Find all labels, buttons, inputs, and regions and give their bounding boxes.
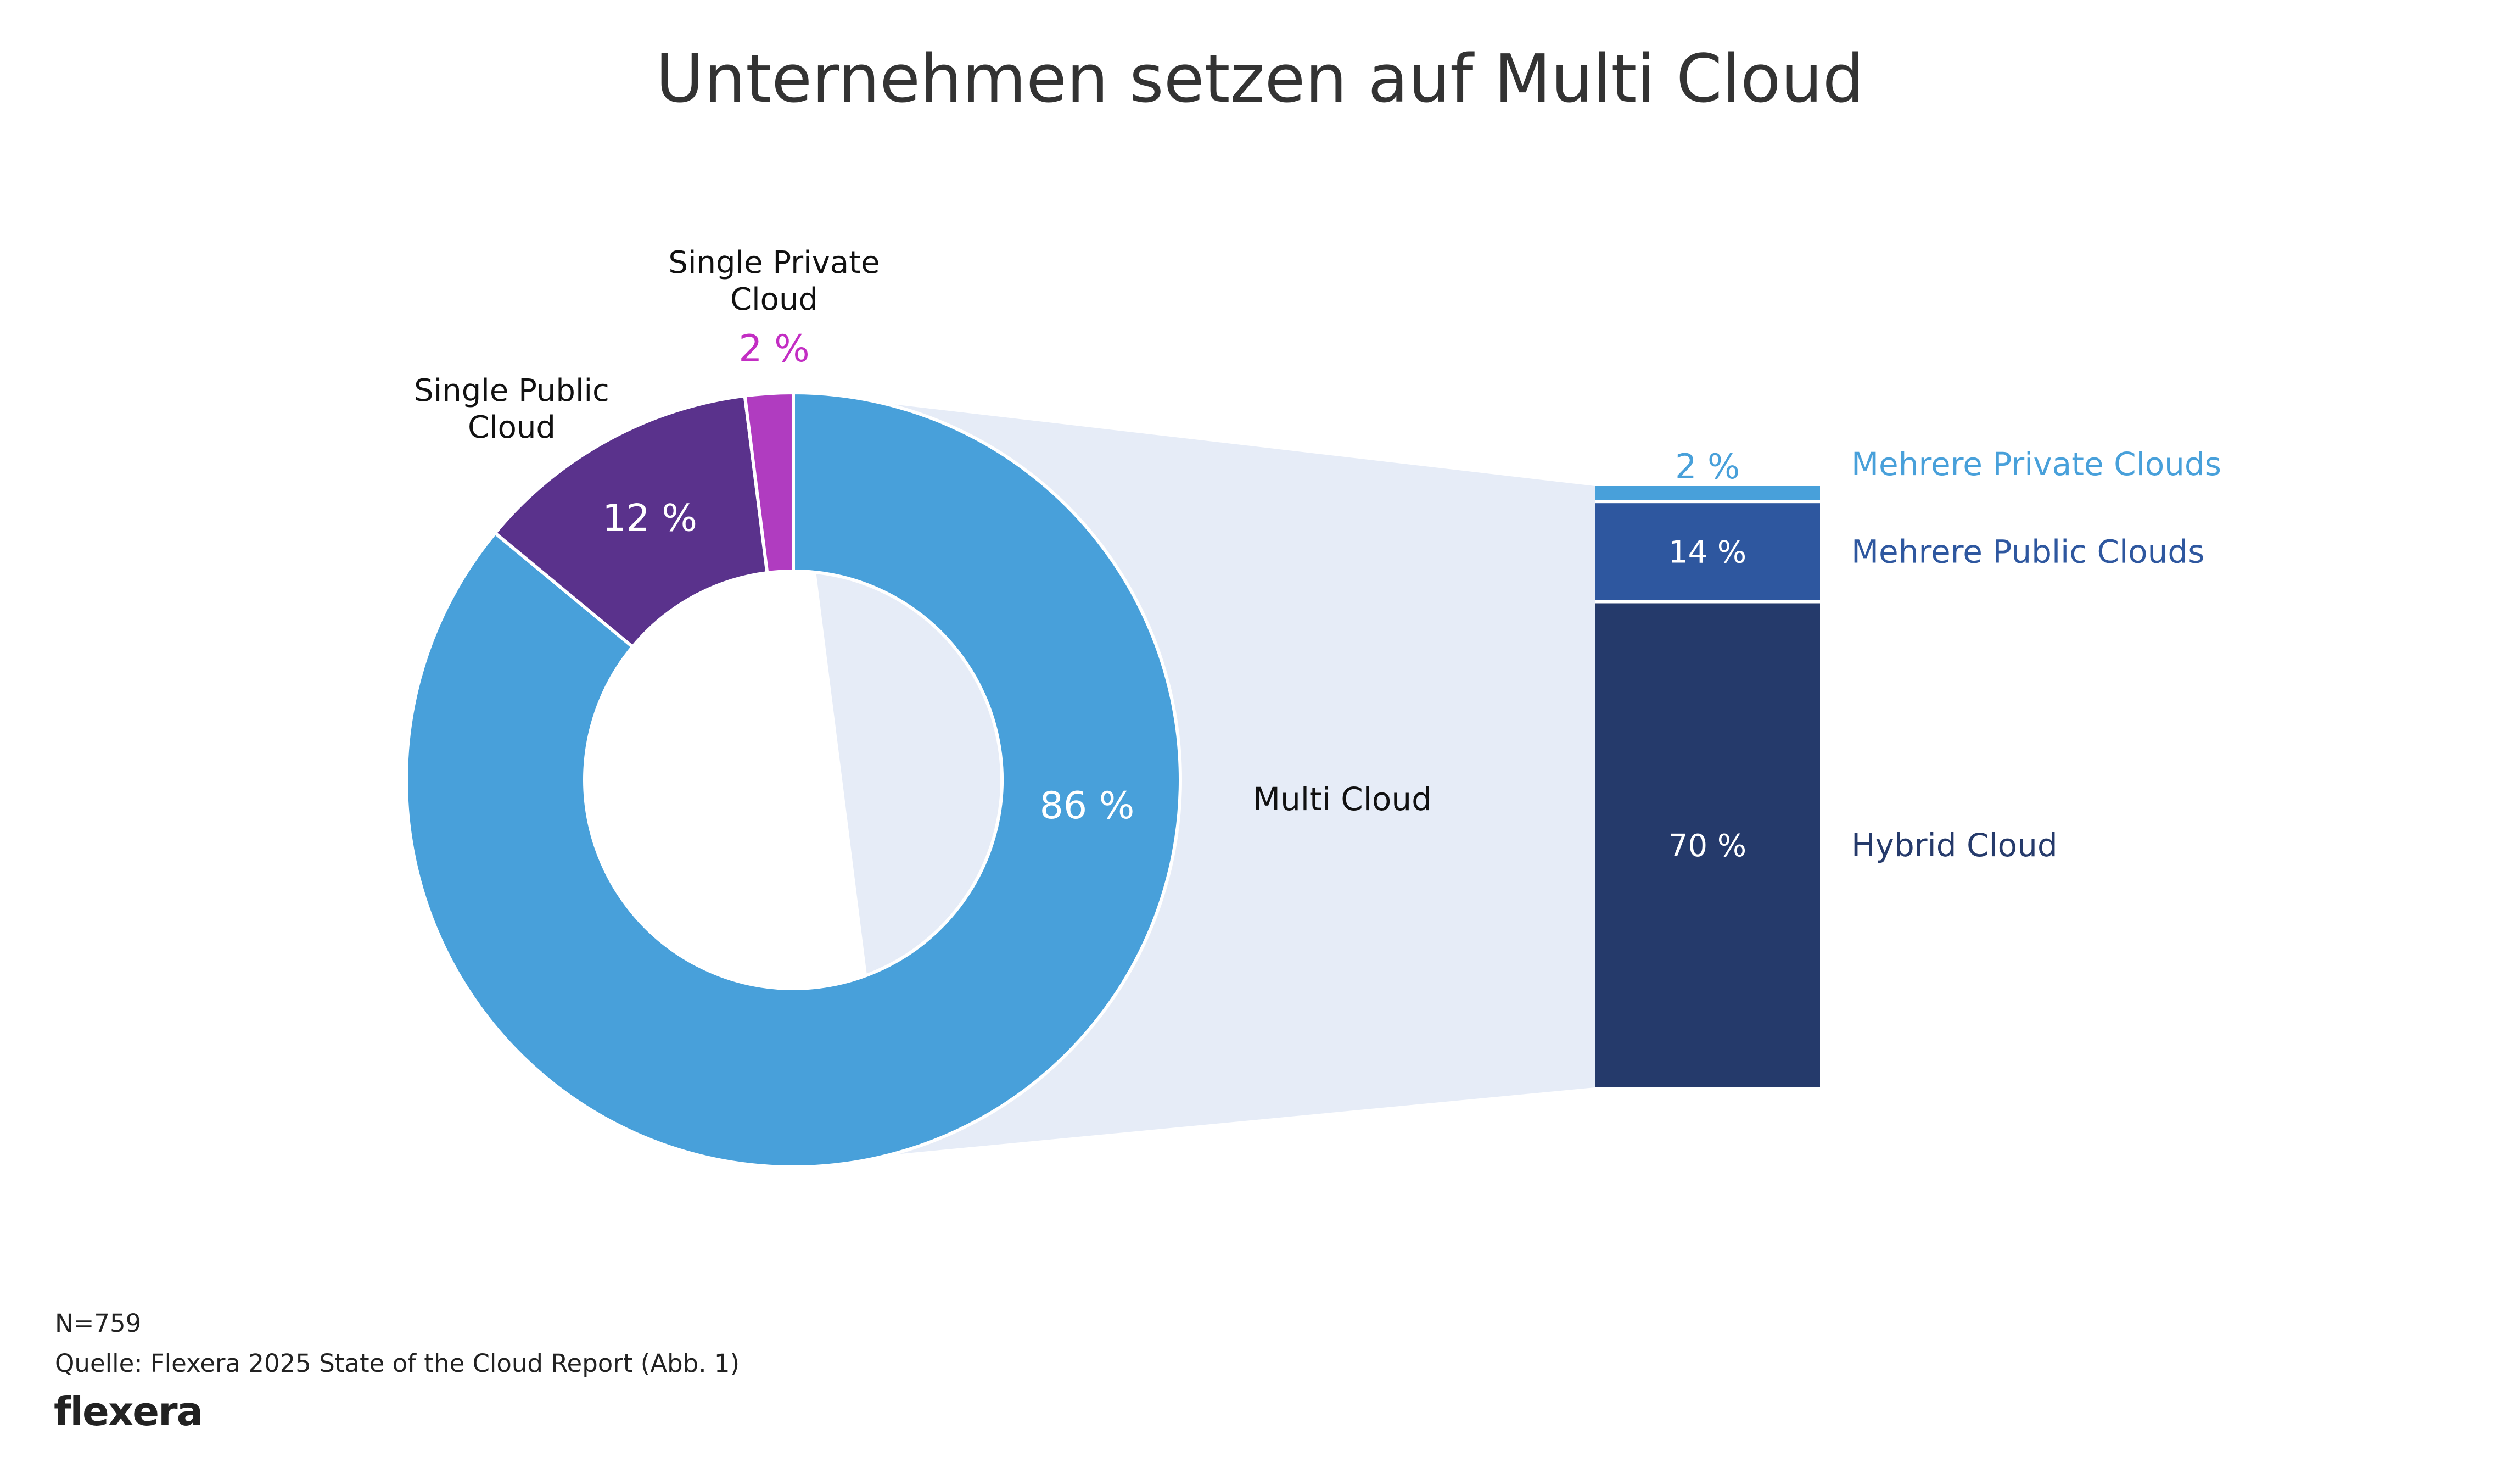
bar-segment-mehrere-public-clouds bbox=[1595, 503, 1820, 600]
label-single-private-cloud-line1: Single Private bbox=[668, 245, 880, 281]
bar-segment-hybrid-cloud bbox=[1595, 603, 1820, 1087]
slice-single-public-cloud bbox=[492, 394, 769, 650]
slice-single-private-cloud bbox=[743, 390, 795, 575]
footer-source: Quelle: Flexera 2025 State of the Cloud … bbox=[55, 1349, 740, 1378]
flexera-logo: flexera bbox=[54, 1388, 202, 1434]
bar-value-mehrere-public-clouds: 14 % bbox=[1668, 534, 1746, 570]
slice-multi-cloud bbox=[405, 390, 1182, 1169]
footer-sample: N=759 bbox=[55, 1309, 141, 1338]
label-single-public-cloud-line2: Cloud bbox=[468, 410, 556, 445]
bar-value-mehrere-private-clouds: 2 % bbox=[1675, 446, 1740, 487]
value-label-multi-cloud: 86 % bbox=[1040, 784, 1135, 828]
bar-value-hybrid-cloud: 70 % bbox=[1668, 828, 1746, 864]
value-label-single-public-cloud: 12 % bbox=[602, 497, 697, 540]
value-label-single-private-cloud: 2 % bbox=[738, 327, 810, 371]
donut bbox=[405, 390, 1182, 1169]
bar-segment-mehrere-private-clouds bbox=[1595, 486, 1820, 500]
breakdown-bar bbox=[1595, 486, 1820, 1087]
chart-title: Unternehmen setzen auf Multi Cloud bbox=[656, 41, 1864, 118]
label-multi-cloud: Multi Cloud bbox=[1253, 780, 1432, 818]
label-single-public-cloud-line1: Single Public bbox=[414, 373, 609, 409]
bar-label-mehrere-private-clouds: Mehrere Private Clouds bbox=[1851, 445, 2221, 483]
bar-label-hybrid-cloud: Hybrid Cloud bbox=[1851, 827, 2058, 864]
bar-label-mehrere-public-clouds: Mehrere Public Clouds bbox=[1851, 533, 2204, 570]
label-single-private-cloud-line2: Cloud bbox=[730, 282, 818, 317]
